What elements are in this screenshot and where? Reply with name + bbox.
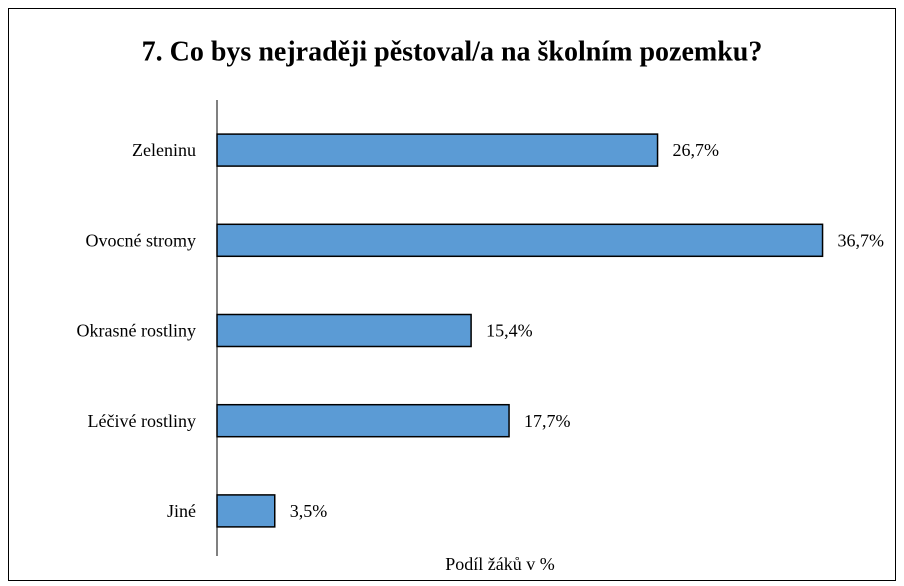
bar [216,494,276,528]
y-tick-label: Jiné [167,501,196,521]
value-label: 17,7% [524,411,571,431]
value-label: 15,4% [486,321,532,341]
bar [216,313,472,348]
y-tick-label: Zeleninu [132,140,196,160]
y-tick-label: Léčivé rostliny [88,411,196,431]
x-axis-label: Podíl žáků v % [445,554,555,574]
bar [216,223,824,258]
value-label: 26,7% [673,140,720,160]
chart-title: 7. Co bys nejraději pěstoval/a na školní… [142,36,763,67]
y-tick-label: Ovocné stromy [86,230,196,250]
bar [216,133,659,167]
y-tick-label: Okrasné rostliny [77,321,196,341]
value-label: 36,7% [838,230,885,250]
bar [216,403,510,438]
chart-frame [8,8,896,581]
value-label: 3,5% [290,501,328,521]
